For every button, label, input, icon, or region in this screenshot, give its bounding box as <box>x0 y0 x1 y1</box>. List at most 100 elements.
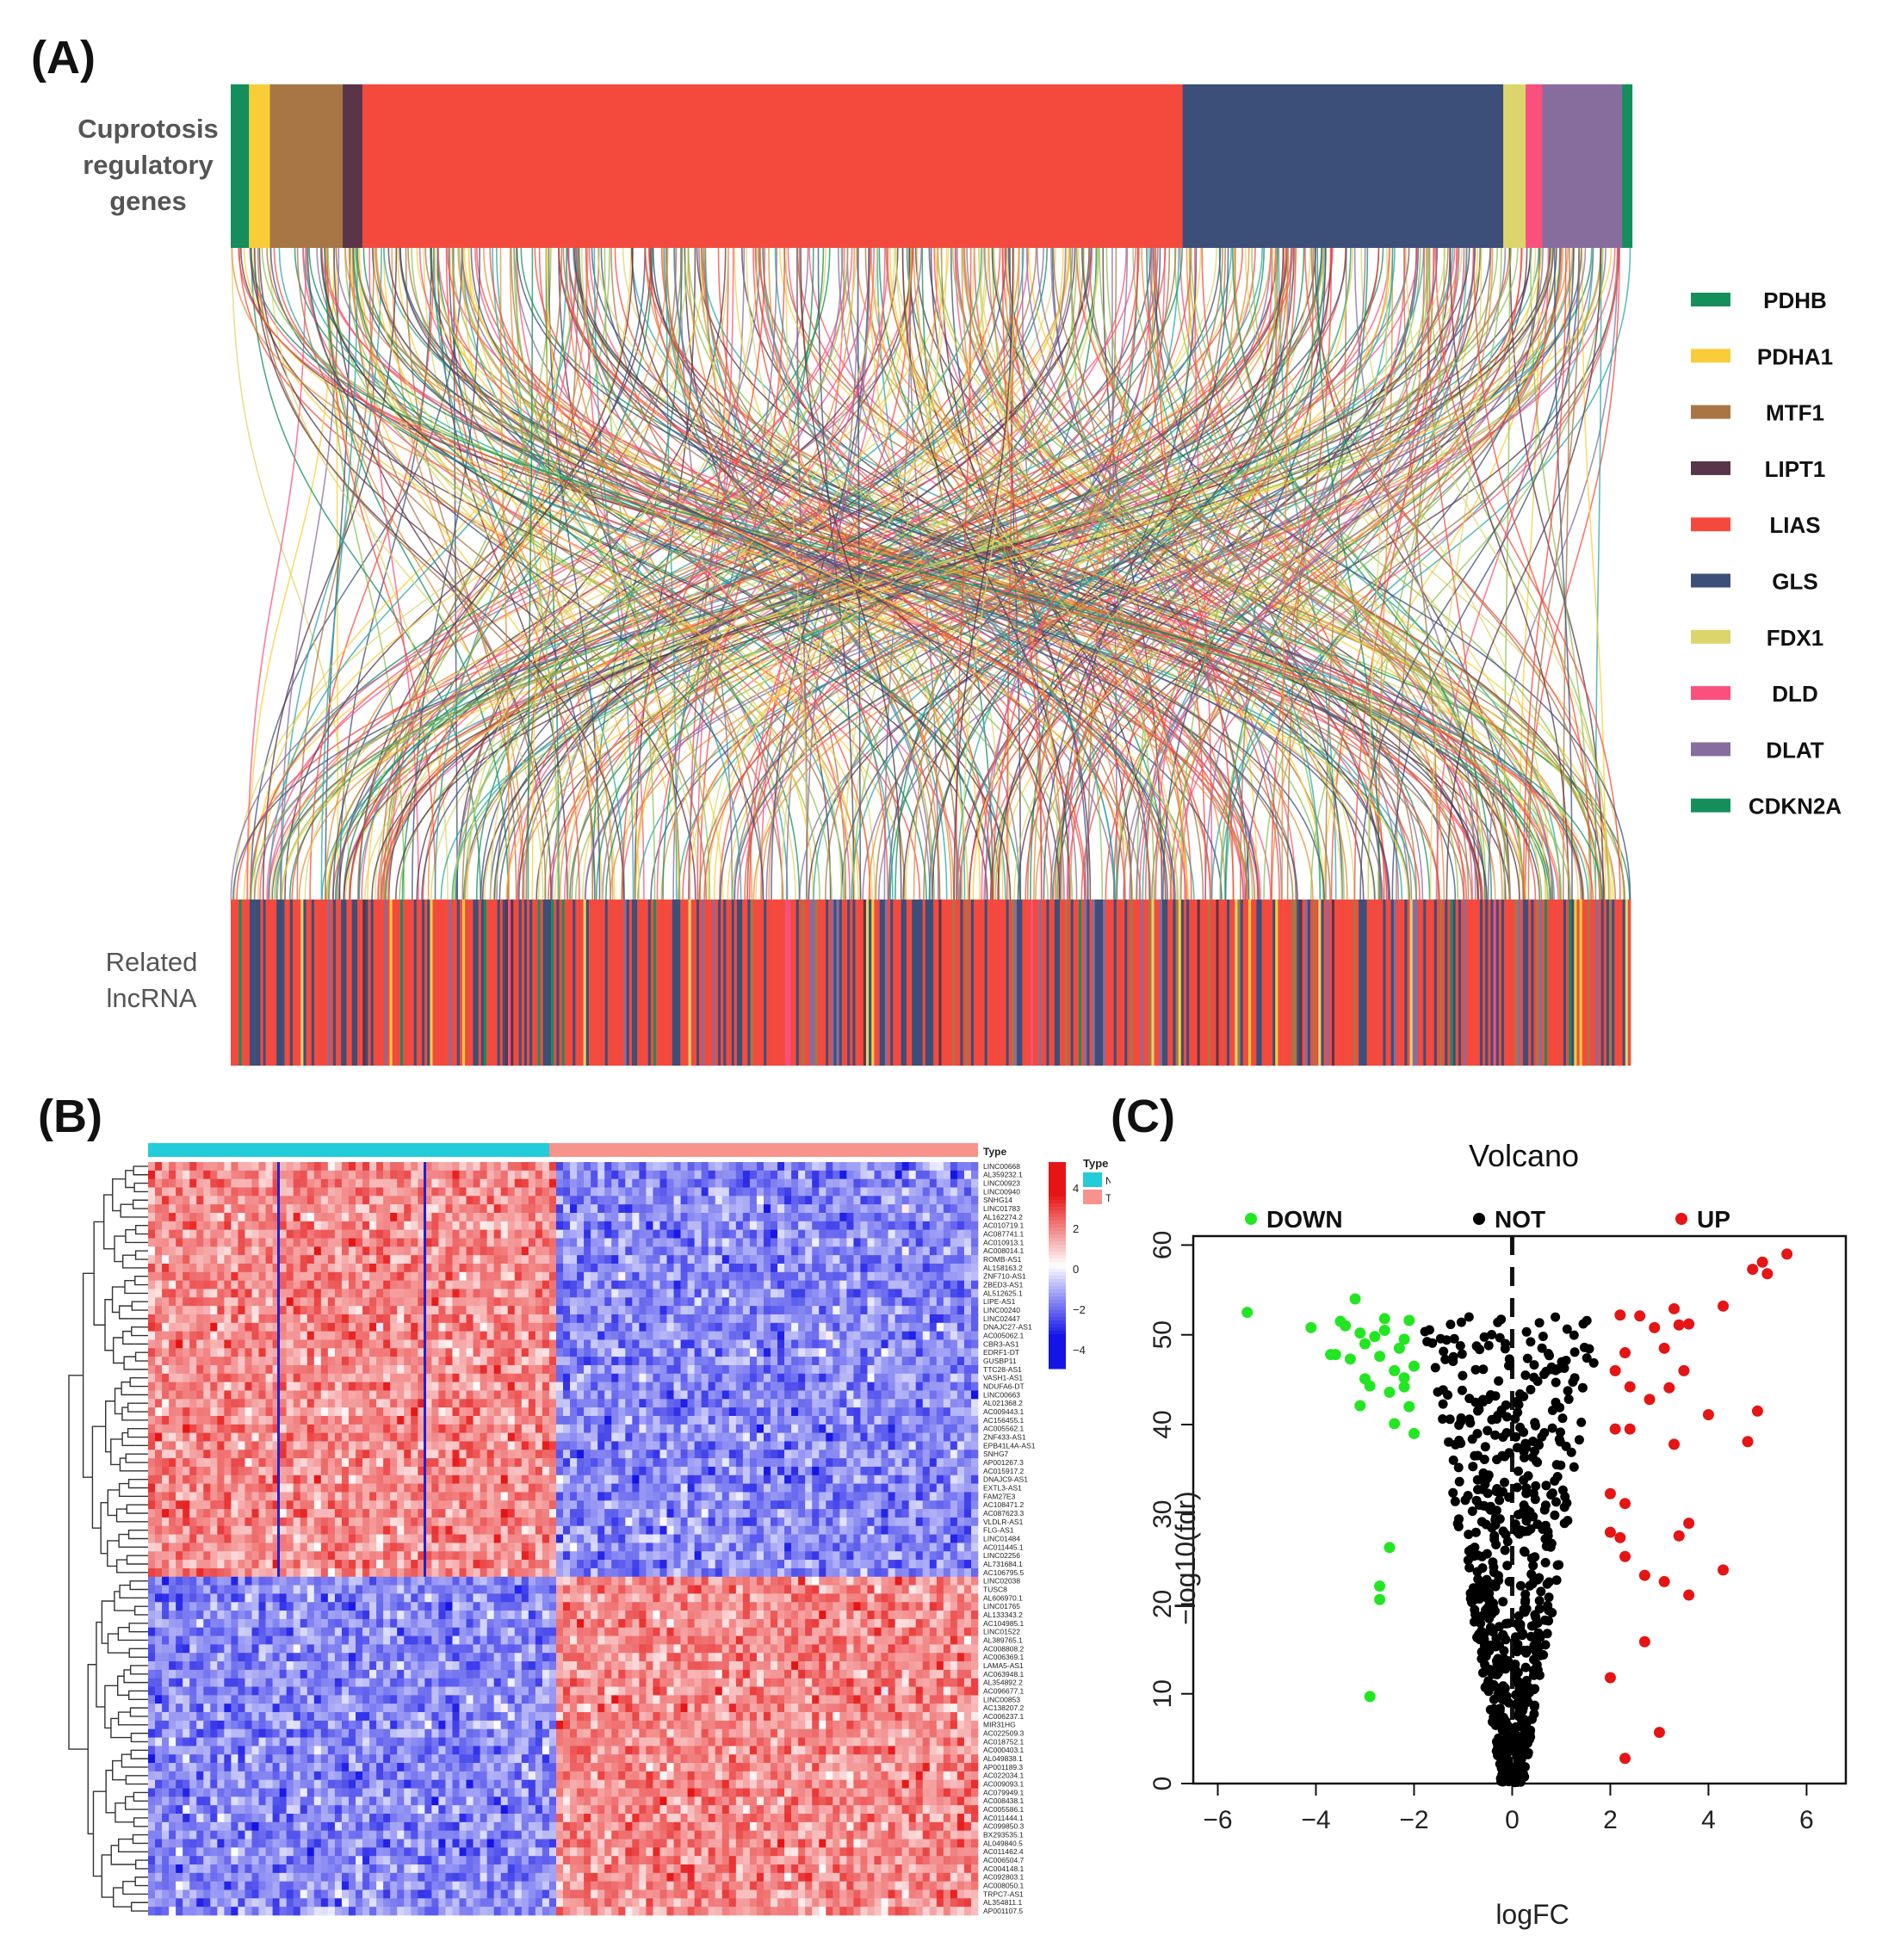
heatmap-cell <box>231 1263 238 1273</box>
heatmap-cell <box>176 1271 183 1281</box>
heatmap-cell <box>459 1212 467 1222</box>
heatmap-cell <box>486 1178 494 1188</box>
heatmap-cell <box>493 1306 501 1315</box>
heatmap-cell <box>245 1178 252 1188</box>
heatmap-cell <box>694 1255 702 1264</box>
heatmap-cell <box>376 1306 384 1315</box>
heatmap-cell <box>424 1314 432 1324</box>
heatmap-cell <box>390 1415 398 1425</box>
heatmap-cell <box>881 1263 888 1273</box>
lncrna-stripe <box>513 900 517 1066</box>
heatmap-cell <box>908 1221 916 1230</box>
heatmap-cell <box>286 1415 294 1425</box>
heatmap-cell <box>888 1263 895 1273</box>
heatmap-cell <box>397 1263 405 1273</box>
lncrna-stripe <box>1409 900 1414 1066</box>
lncrna-stripe <box>659 900 662 1066</box>
heatmap-cell <box>397 1196 405 1205</box>
dendrogram-branch <box>112 1759 127 1781</box>
heatmap-cell <box>577 1331 585 1340</box>
heatmap-cell <box>459 1238 467 1247</box>
heatmap-cell <box>320 1280 329 1289</box>
heatmap-cell <box>348 1306 356 1315</box>
heatmap-cell <box>728 1289 737 1298</box>
heatmap-cell <box>411 1187 418 1196</box>
heatmap-cell <box>673 1382 681 1391</box>
heatmap-cell <box>860 1246 868 1256</box>
heatmap-cell <box>929 1221 938 1230</box>
lncrna-stripe <box>981 900 985 1066</box>
heatmap-cell <box>901 1212 909 1222</box>
heatmap-cell <box>356 1170 363 1179</box>
heatmap-cell <box>265 1297 273 1307</box>
heatmap-cell <box>418 1246 425 1256</box>
heatmap-cell <box>196 1212 204 1222</box>
heatmap-cell <box>486 1263 494 1273</box>
heatmap-cell <box>418 1280 425 1289</box>
heatmap-cell <box>728 1322 737 1332</box>
heatmap-cell <box>445 1280 453 1289</box>
heatmap-cell <box>176 1170 183 1179</box>
heatmap-cell <box>148 1212 156 1222</box>
heatmap-cell <box>231 1280 238 1289</box>
heatmap-cell <box>542 1246 550 1256</box>
heatmap-cell <box>929 1348 938 1357</box>
heatmap-cell <box>777 1407 785 1417</box>
heatmap-cell <box>320 1238 329 1247</box>
heatmap-cell <box>169 1255 176 1264</box>
heatmap-cell <box>819 1322 826 1332</box>
heatmap-cell <box>895 1399 902 1408</box>
heatmap-cell <box>860 1364 868 1375</box>
dendrogram-branch <box>114 1591 135 1611</box>
heatmap-cell <box>507 1415 516 1425</box>
lncrna-stripe <box>554 900 557 1066</box>
heatmap-cell <box>895 1263 902 1273</box>
heatmap-cell <box>728 1271 737 1281</box>
heatmap-cell <box>404 1390 412 1400</box>
heatmap-cell <box>673 1289 681 1298</box>
lncrna-stripe <box>335 900 339 1066</box>
heatmap-cell <box>418 1297 425 1307</box>
heatmap-cell <box>348 1390 356 1400</box>
heatmap-cell <box>591 1212 598 1222</box>
sankey-link <box>296 247 375 900</box>
dendrogram-branch <box>112 1178 126 1212</box>
lncrna-stripe <box>1526 900 1529 1066</box>
heatmap-cell <box>756 1170 765 1179</box>
lncrna-stripe <box>467 900 471 1066</box>
legend-swatch-fdx1 <box>1691 629 1730 644</box>
heatmap-cell <box>272 1212 280 1222</box>
lncrna-stripe <box>322 900 325 1066</box>
heatmap-cell <box>721 1187 730 1196</box>
heatmap-cell <box>639 1339 647 1349</box>
heatmap-cell <box>176 1357 183 1366</box>
heatmap-cell <box>334 1322 343 1332</box>
heatmap-cell <box>826 1212 833 1222</box>
heatmap-cell <box>625 1271 633 1281</box>
heatmap-cell <box>404 1170 412 1179</box>
heatmap-cell <box>542 1357 550 1366</box>
heatmap-cell <box>577 1339 585 1349</box>
heatmap-cell <box>217 1162 225 1172</box>
heatmap-cell <box>500 1314 509 1324</box>
heatmap-cell <box>217 1212 225 1222</box>
heatmap-cell <box>659 1415 667 1425</box>
heatmap-cell <box>286 1322 294 1332</box>
heatmap-cell <box>888 1364 895 1375</box>
heatmap-cell <box>653 1162 660 1172</box>
lncrna-stripe <box>855 900 858 1066</box>
heatmap-cell <box>155 1357 163 1366</box>
top-label-line: regulatory <box>83 150 214 180</box>
heatmap-cell <box>791 1399 799 1408</box>
heatmap-cell <box>922 1246 931 1256</box>
heatmap-cell <box>653 1357 660 1366</box>
heatmap-cell <box>356 1339 363 1349</box>
heatmap-cell <box>341 1297 350 1307</box>
heatmap-cell <box>500 1382 509 1391</box>
heatmap-cell <box>452 1331 460 1340</box>
heatmap-cell <box>251 1373 259 1382</box>
heatmap-cell <box>591 1390 598 1400</box>
heatmap-cell <box>555 1407 564 1417</box>
heatmap-cell <box>563 1204 571 1214</box>
lncrna-stripe <box>1598 900 1601 1066</box>
